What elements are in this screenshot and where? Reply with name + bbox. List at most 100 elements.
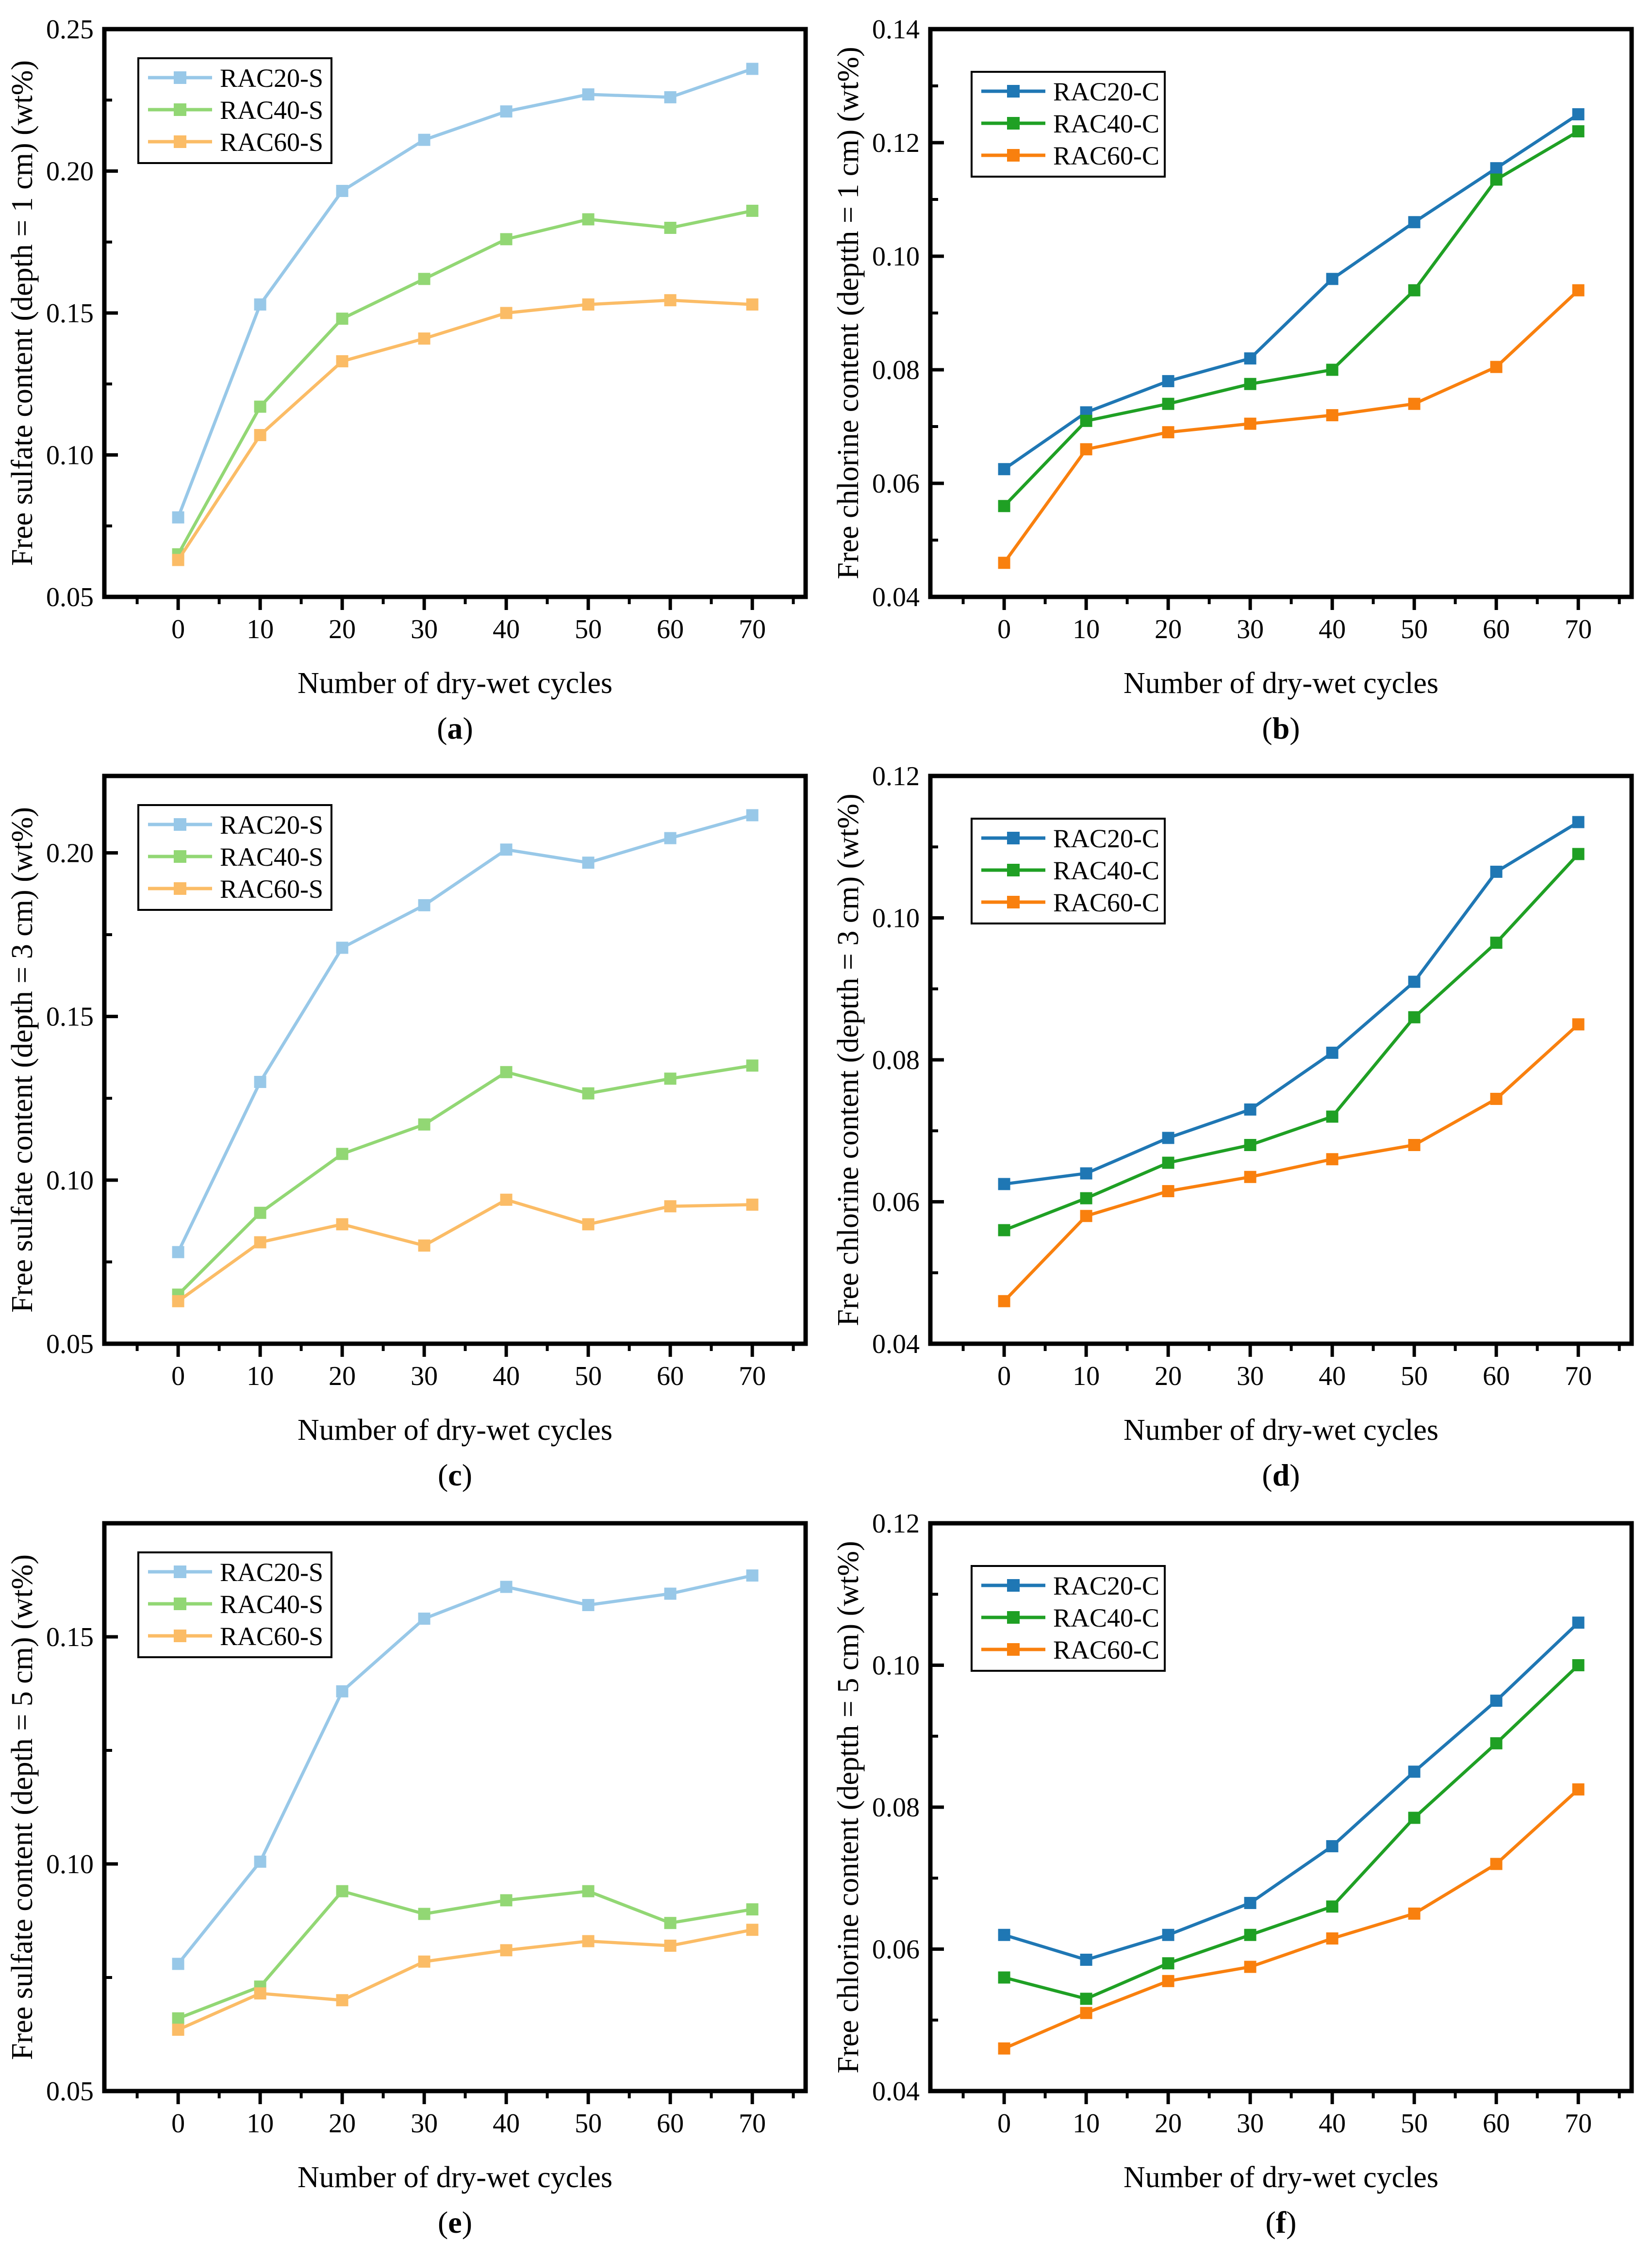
legend: RAC20-S RAC40-S RAC60-S xyxy=(137,57,332,164)
marker-square xyxy=(1080,1993,1092,2005)
series-line-RAC40-C xyxy=(1003,853,1580,1232)
marker-square xyxy=(500,1193,512,1206)
x-tick-label: 50 xyxy=(575,1361,602,1391)
marker-square xyxy=(1572,284,1585,297)
x-tick-label: 0 xyxy=(997,1361,1011,1391)
marker-square xyxy=(664,294,677,307)
marker-square xyxy=(418,133,430,146)
legend-marker-square xyxy=(1007,1611,1020,1624)
marker-square xyxy=(336,355,348,367)
chart-a: 0 10 20 30 40 50 60 70 0.05 0.10 0.15 0.20 0.25 RAC20… xyxy=(6,15,808,745)
marker-square xyxy=(418,273,430,285)
marker-square xyxy=(1162,1132,1174,1144)
marker-square xyxy=(1244,1139,1256,1151)
y-tick-label: 0.14 xyxy=(872,15,920,45)
x-axis-title: Number of dry-wet cycles xyxy=(297,667,612,700)
marker-square xyxy=(746,1569,759,1582)
marker-square xyxy=(582,298,595,311)
y-tick-label: 0.08 xyxy=(872,1045,920,1075)
y-tick-label: 0.10 xyxy=(46,1849,94,1879)
series-line-RAC40-S xyxy=(177,209,753,555)
marker-square xyxy=(1490,173,1503,186)
legend-marker-square xyxy=(174,882,186,895)
x-axis-title: Number of dry-wet cycles xyxy=(1123,667,1438,700)
series-markers-RAC40-S xyxy=(172,1059,759,1301)
legend-marker-square xyxy=(174,103,186,116)
marker-square xyxy=(254,429,266,442)
chart-b: 0 10 20 30 40 50 60 70 0.04 0.06 0.08 0.10 0.12 0.14 R… xyxy=(832,15,1634,745)
marker-square xyxy=(664,91,677,103)
x-tick-label: 40 xyxy=(493,2109,520,2139)
series-line-RAC40-C xyxy=(1004,1664,1580,2001)
marker-square xyxy=(172,511,184,524)
marker-square xyxy=(1244,417,1256,430)
series-line-RAC20-C xyxy=(1004,1621,1580,1961)
chart-c: 0 10 20 30 40 50 60 700.050.100.150.20RAC20-SRA… xyxy=(6,774,808,1492)
marker-square xyxy=(746,809,759,822)
series-markers-RAC20-C xyxy=(998,816,1585,1190)
series-line-RAC40-S xyxy=(177,1064,753,1296)
marker-square xyxy=(1572,848,1585,860)
series-line-RAC40-S xyxy=(177,1889,753,2020)
x-tick-label: 30 xyxy=(411,614,438,644)
marker-square xyxy=(172,1246,184,1258)
marker-square xyxy=(1080,1192,1092,1204)
marker-square xyxy=(500,307,512,319)
y-tick-label: 0.08 xyxy=(872,355,920,385)
x-tick-label: 10 xyxy=(1073,2109,1100,2139)
marker-square xyxy=(998,1928,1010,1941)
marker-square xyxy=(254,298,266,311)
legend-marker-square xyxy=(1007,864,1020,876)
marker-square xyxy=(582,1598,595,1611)
legend: RAC20-C RAC40-C RAC60-C xyxy=(971,818,1166,924)
marker-square xyxy=(1244,1961,1256,1973)
marker-square xyxy=(1162,426,1174,439)
plot-frame xyxy=(102,1521,808,2093)
x-tick-label: 70 xyxy=(1565,614,1592,644)
x-tick-label: 0 xyxy=(171,614,185,644)
marker-square xyxy=(664,1939,677,1952)
marker-square xyxy=(664,832,677,844)
marker-square xyxy=(418,899,430,911)
y-tick-label: 0.10 xyxy=(872,1651,920,1681)
marker-square xyxy=(1572,125,1585,138)
legend-label-RAC40-C: RAC40-C xyxy=(1053,856,1159,885)
x-tick-label: 50 xyxy=(575,2109,602,2139)
series-line-RAC40-C xyxy=(1003,130,1579,508)
y-tick-label: 0.04 xyxy=(872,582,920,612)
x-tick-label: 30 xyxy=(1237,1361,1264,1391)
y-tick-label: 0.15 xyxy=(46,1002,94,1032)
legend-label-RAC60-S: RAC60-S xyxy=(220,874,323,904)
series-markers-RAC60-C xyxy=(998,1018,1585,1307)
series-markers-RAC60-S xyxy=(172,294,759,566)
panel-c: 0 10 20 30 40 50 60 70 0.05 0.10 0.15 0.20 RAC20-S RA… xyxy=(0,747,826,1494)
marker-square xyxy=(418,1613,430,1625)
marker-square xyxy=(998,1224,1010,1236)
series-markers-RAC20-S xyxy=(172,63,759,524)
x-tick-label: 70 xyxy=(739,614,766,644)
marker-square xyxy=(1244,378,1256,390)
marker-square xyxy=(1408,1765,1421,1778)
legend-label-RAC60-C: RAC60-C xyxy=(1053,1635,1159,1664)
x-tick-label: 60 xyxy=(1483,1361,1510,1391)
marker-square xyxy=(254,1987,266,2000)
x-tick-label: 40 xyxy=(1319,614,1346,644)
x-tick-label: 70 xyxy=(739,2109,766,2139)
marker-square xyxy=(746,63,759,75)
marker-square xyxy=(1408,284,1421,297)
x-tick-label: 70 xyxy=(739,1361,766,1391)
marker-square xyxy=(1408,1139,1421,1151)
x-tick-label: 50 xyxy=(1401,614,1428,644)
y-axis-title: Free chlorine content (deptth = 5 cm) (w… xyxy=(832,1541,865,2073)
series-markers-RAC20-C xyxy=(998,108,1585,476)
x-tick-label: 50 xyxy=(575,614,602,644)
marker-square xyxy=(998,2042,1010,2055)
marker-square xyxy=(500,1894,512,1907)
legend: RAC20-C RAC40-C RAC60-C xyxy=(971,71,1166,178)
marker-square xyxy=(998,500,1010,512)
x-tick-label: 20 xyxy=(1155,2109,1182,2139)
marker-square xyxy=(1326,1046,1338,1059)
plot-frame xyxy=(102,774,808,1346)
marker-square xyxy=(664,1587,677,1600)
marker-square xyxy=(1326,363,1338,376)
